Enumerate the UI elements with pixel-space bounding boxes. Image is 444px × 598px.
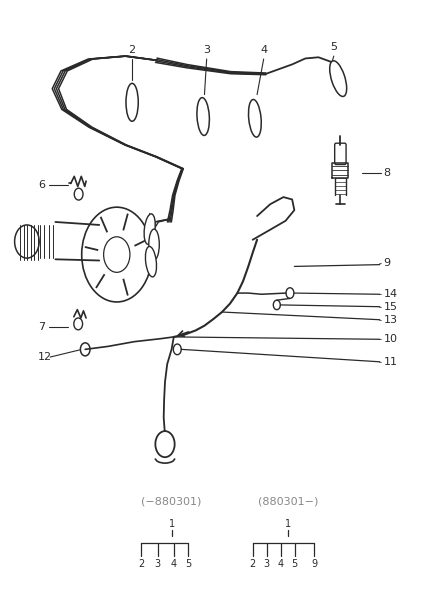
Text: 3: 3 xyxy=(155,559,161,569)
Text: 2: 2 xyxy=(129,45,136,55)
Text: 2: 2 xyxy=(250,559,256,569)
Text: 7: 7 xyxy=(38,322,45,332)
Text: 1: 1 xyxy=(169,519,174,529)
Text: 8: 8 xyxy=(383,169,390,178)
Text: 6: 6 xyxy=(38,179,45,190)
Circle shape xyxy=(155,431,174,457)
Text: 3: 3 xyxy=(203,45,210,55)
Ellipse shape xyxy=(144,214,155,245)
Text: 10: 10 xyxy=(383,334,397,344)
Text: 5: 5 xyxy=(330,42,337,52)
Ellipse shape xyxy=(126,83,138,121)
Text: 9: 9 xyxy=(383,258,390,269)
Text: 11: 11 xyxy=(383,357,397,367)
Ellipse shape xyxy=(149,229,159,260)
Text: 4: 4 xyxy=(170,559,177,569)
Text: 14: 14 xyxy=(383,289,397,299)
Text: 9: 9 xyxy=(311,559,317,569)
Text: 5: 5 xyxy=(292,559,298,569)
Text: (880301−): (880301−) xyxy=(258,496,318,507)
Text: 5: 5 xyxy=(185,559,191,569)
Ellipse shape xyxy=(249,99,261,137)
Ellipse shape xyxy=(330,61,347,96)
Text: 4: 4 xyxy=(278,559,284,569)
Text: 13: 13 xyxy=(383,315,397,325)
Text: 2: 2 xyxy=(138,559,144,569)
Text: 1: 1 xyxy=(285,519,291,529)
Text: (−880301): (−880301) xyxy=(141,496,202,507)
FancyBboxPatch shape xyxy=(335,143,346,164)
Text: 4: 4 xyxy=(260,45,267,55)
Text: 3: 3 xyxy=(264,559,270,569)
Text: 15: 15 xyxy=(383,302,397,312)
Ellipse shape xyxy=(197,97,210,135)
Ellipse shape xyxy=(146,246,157,277)
Text: 12: 12 xyxy=(38,352,52,362)
